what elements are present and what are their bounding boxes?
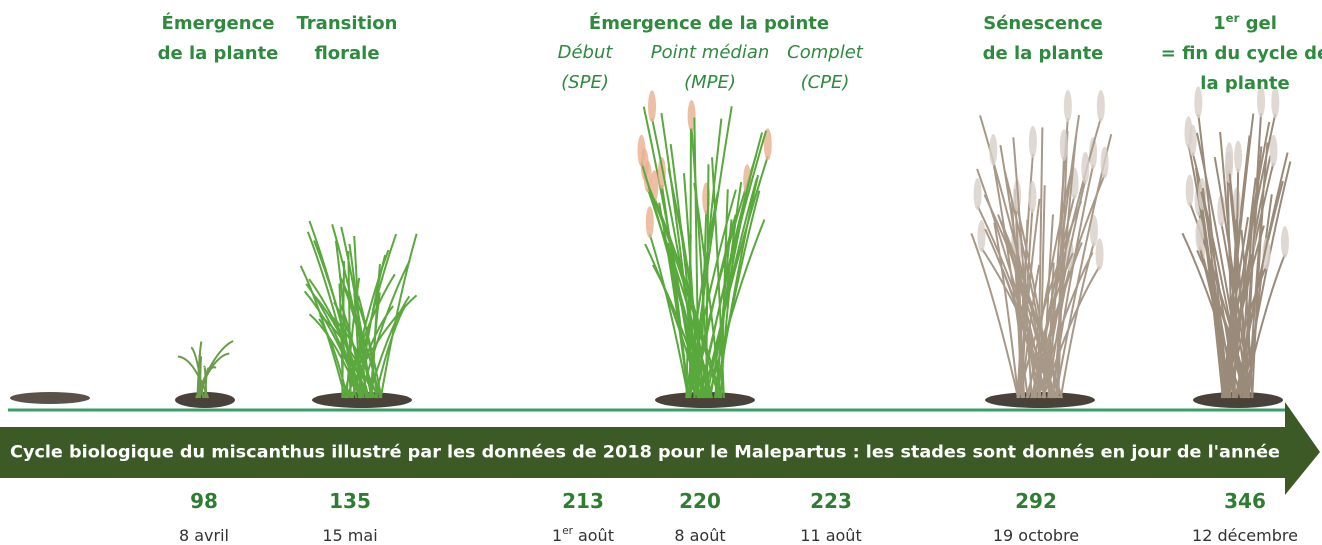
plume — [1081, 152, 1089, 184]
plume — [1281, 226, 1289, 258]
stage-date: 1er août — [552, 525, 614, 545]
stage-heading: de la plante — [158, 43, 279, 64]
plume — [1195, 219, 1203, 251]
plume — [1189, 125, 1197, 157]
plume — [1234, 141, 1242, 173]
stage-date: 8 août — [674, 526, 725, 545]
stage-heading: Sénescence — [983, 13, 1102, 34]
timeline-diagram: Cycle biologique du miscanthus illustré … — [0, 0, 1322, 545]
plume — [989, 134, 997, 166]
stage-date-part: août — [573, 526, 614, 545]
day-of-year: 98 — [190, 489, 218, 513]
plume — [648, 90, 656, 122]
plant-illustrations — [10, 85, 1290, 408]
stage-heading: Émergence de la pointe — [589, 12, 829, 34]
substage-label: Complet — [787, 42, 864, 63]
substage-label: Début — [558, 42, 614, 63]
day-of-year: 213 — [562, 489, 604, 513]
day-of-year: 223 — [810, 489, 852, 513]
stage-heading: de la plante — [983, 43, 1104, 64]
plume — [1029, 126, 1037, 158]
plume — [1101, 146, 1109, 178]
plume — [646, 206, 654, 238]
plume — [1028, 181, 1036, 213]
plume — [637, 135, 645, 167]
stage-date: 8 avril — [179, 526, 229, 545]
stage-heading: 1er gel — [1213, 11, 1277, 34]
banner-text: Cycle biologique du miscanthus illustré … — [10, 443, 1280, 462]
stage-heading: Transition — [297, 13, 398, 34]
plume — [1060, 129, 1068, 161]
substage-label: Point médian — [651, 42, 770, 63]
plume — [974, 178, 982, 210]
stage-heading: florale — [314, 43, 379, 64]
stage-date: 19 octobre — [993, 526, 1079, 545]
plume — [1064, 90, 1072, 122]
stage-heading-sup: er — [1226, 11, 1240, 25]
day-of-year: 135 — [329, 489, 371, 513]
stage-date: 11 août — [800, 526, 861, 545]
day-of-year: 346 — [1224, 489, 1266, 513]
plume — [978, 220, 986, 252]
stage-heading: la plante — [1200, 73, 1289, 94]
substage-label: (MPE) — [684, 72, 736, 93]
day-of-year: 220 — [679, 489, 721, 513]
day-of-year: 292 — [1015, 489, 1057, 513]
stage-date: 12 décembre — [1192, 526, 1298, 545]
stage-heading-part: 1 — [1213, 13, 1226, 34]
stage-date: 15 mai — [322, 526, 377, 545]
stage-heading-part: gel — [1239, 13, 1277, 34]
plume — [1096, 238, 1104, 270]
rhizome — [10, 392, 90, 404]
substage-label: (CPE) — [801, 72, 850, 93]
stage-heading: Émergence — [162, 12, 275, 34]
substage-label: (SPE) — [561, 72, 609, 93]
plume — [1186, 175, 1194, 207]
plume — [1097, 90, 1105, 122]
plume — [1225, 142, 1233, 174]
leaf — [178, 357, 208, 398]
stage-heading: = fin du cycle de — [1161, 43, 1322, 64]
leaf — [199, 355, 200, 398]
stage-date-part: 1 — [552, 526, 562, 545]
leaf — [375, 305, 406, 398]
